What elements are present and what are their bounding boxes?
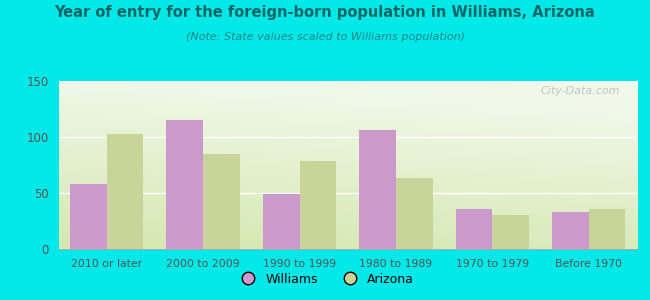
Bar (300, 160, 336, 249)
Bar (396, 178, 433, 249)
Legend: Williams, Arizona: Williams, Arizona (231, 268, 419, 291)
Text: City-Data.com: City-Data.com (540, 86, 619, 96)
Bar (166, 120, 203, 249)
Bar (359, 130, 396, 249)
Bar (589, 209, 625, 249)
Bar (70, 184, 107, 249)
Bar (263, 194, 300, 249)
Bar (552, 212, 589, 249)
Text: (Note: State values scaled to Williams population): (Note: State values scaled to Williams p… (185, 32, 465, 41)
Bar (107, 134, 144, 249)
Bar (493, 215, 529, 249)
Bar (456, 209, 493, 249)
Bar (203, 154, 240, 249)
Text: Year of entry for the foreign-born population in Williams, Arizona: Year of entry for the foreign-born popul… (55, 4, 595, 20)
